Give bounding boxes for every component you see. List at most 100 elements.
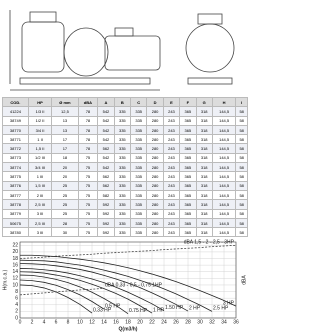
table-cell: 144,5 [211,227,237,238]
header-cell: HP [27,96,53,108]
y-axis-label: H(m.c.a.) [2,269,8,290]
table-cell: 58 [235,124,248,136]
table-cell: 335 [129,115,148,126]
table-cell: 75 [77,162,99,173]
table-cell: 243 [162,124,181,136]
table-cell: 144,5 [211,134,237,145]
x-tick-label: 18 [125,319,131,325]
table-cell: 58 [235,217,248,229]
x-tick-label: 28 [185,319,191,325]
table-cell: 243 [162,152,181,164]
table-cell: 318 [195,143,213,154]
curve [19,287,105,296]
curve-label: dBA 0,33 - 0,5 - 0,75 1HP [105,283,163,289]
table-row: 38749 1/2 II 13 78 542 335 335 280 243 365 318 144,… [2,115,248,126]
table-cell: 365 [179,143,197,154]
x-tick-label: 32 [209,319,215,325]
table-cell: 2,5 III [27,217,53,229]
x-tick-label: 20 [137,319,143,325]
table-cell: 318 [195,227,213,238]
table-cell: 58 [235,115,248,126]
table-cell: 243 [162,189,181,201]
y2-axis-label: dBA [241,275,247,285]
table-cell: 25 [51,199,79,210]
table-cell: 144,5 [211,217,237,229]
table-cell: 318 [195,106,213,117]
table-cell: 58 [235,208,248,219]
table-cell: 365 [179,208,197,219]
curve-label: 1.50 HP [165,305,184,311]
table-row: 50675 2,5 III 28 75 592 335 335 280 243 365 318 144… [2,217,248,229]
table-cell: 335 [129,217,148,229]
terminal-box [114,27,134,37]
table-cell: 280 [146,227,164,238]
table-cell: 58 [235,227,248,238]
table-cell: 58 [235,106,248,117]
table-cell: 335 [113,180,132,191]
table-cell: 78 [77,124,99,136]
table-cell: 542 [97,115,115,126]
base [19,77,151,85]
table-cell: 75 [77,152,99,164]
page: COD. HP Ø mm dBA A B C D E F G H I 41224 1/3 II 12,5 78 5… [2,10,248,332]
table-cell: 144,5 [211,115,237,126]
table-cell: 582 [97,189,115,201]
table-cell: 592 [97,208,115,219]
curve-label: 2.5 HP [213,306,229,312]
table-cell: 41224 [2,106,29,117]
table-cell: 243 [162,217,181,229]
table-cell: 243 [162,162,181,173]
table-cell: 28 [51,217,79,229]
curve [19,244,237,259]
table-row: 38775 1 III 20 75 562 335 335 280 243 365 318 144,5… [2,171,248,182]
table-cell: 318 [195,134,213,145]
spec-table: COD. HP Ø mm dBA A B C D E F G H I 41224 1/3 II 12,5 78 5… [2,96,248,238]
table-cell: 335 [113,143,132,154]
table-cell: 365 [179,162,197,173]
table-cell: 280 [146,208,164,219]
table-cell: 20 [51,171,79,182]
curve [19,268,165,312]
table-cell: 335 [113,115,132,126]
table-cell: 280 [146,217,164,229]
x-tick-label: 4 [43,319,46,325]
header-cell: F [179,96,197,108]
lid [29,11,57,23]
table-cell: 243 [162,208,181,219]
table-cell: 78 [77,134,99,145]
header-cell: I [235,96,248,108]
table-cell: 75 [77,217,99,229]
table-cell: 592 [97,227,115,238]
y-tick-label: 12 [12,276,18,282]
table-cell: 1,5 II [27,143,53,154]
x-tick-label: 36 [233,319,239,325]
x-tick-label: 30 [197,319,203,325]
table-cell: 75 [77,189,99,201]
curve [19,274,129,315]
x-tick-label: 24 [161,319,167,325]
table-cell: 58 [235,162,248,173]
front-lid [197,13,223,25]
x-tick-label: 0 [19,319,22,325]
table-cell: 318 [195,115,213,126]
table-cell: 38776 [2,180,29,191]
table-cell: 562 [97,180,115,191]
table-cell: 243 [162,106,181,117]
table-cell: 1 III [27,171,53,182]
table-cell: 335 [113,171,132,182]
x-tick-label: 26 [173,319,179,325]
table-cell: 1/2 III [27,152,53,164]
table-cell: 280 [146,162,164,173]
table-cell: 50675 [2,217,29,229]
table-cell: 243 [162,180,181,191]
table-cell: 542 [97,162,115,173]
table-cell: 144,5 [211,171,237,182]
table-cell: 335 [129,189,148,201]
table-row: 38770 3/4 II 13 78 542 335 335 280 243 365 318 144,… [2,124,248,136]
table-cell: 144,5 [211,106,237,117]
pump-body [63,27,109,77]
table-cell: 365 [179,171,197,182]
table-cell: 335 [129,124,148,136]
front-base [187,77,233,85]
table-cell: 318 [195,208,213,219]
